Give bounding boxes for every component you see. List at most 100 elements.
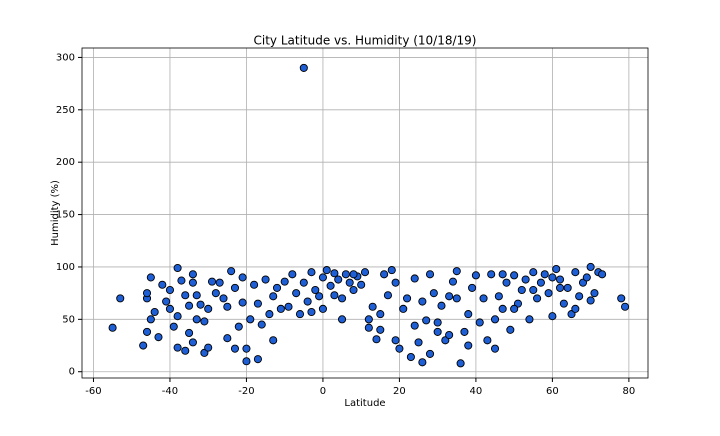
point — [338, 294, 347, 303]
point — [563, 283, 572, 292]
point — [330, 291, 339, 300]
point — [403, 294, 412, 303]
point — [433, 318, 442, 327]
point — [181, 346, 190, 355]
point — [525, 315, 534, 324]
point — [173, 312, 182, 321]
point — [318, 273, 327, 282]
point — [326, 281, 335, 290]
chart-title: City Latitude vs. Humidity (10/18/19) — [253, 34, 476, 48]
point — [223, 302, 232, 311]
point — [188, 278, 197, 287]
point — [521, 275, 530, 284]
point — [158, 280, 167, 289]
point — [230, 344, 240, 353]
point — [575, 292, 584, 301]
point — [586, 296, 595, 305]
point — [487, 270, 496, 279]
point — [192, 315, 201, 324]
point — [299, 278, 308, 287]
point — [253, 299, 262, 308]
point — [181, 291, 190, 300]
point — [391, 336, 400, 345]
point — [490, 344, 500, 353]
x-tick-label: 60 — [546, 386, 559, 397]
point — [238, 298, 247, 307]
point — [215, 278, 224, 287]
point — [475, 318, 484, 327]
point — [142, 327, 152, 336]
point — [303, 297, 312, 306]
point — [116, 294, 125, 303]
point — [383, 291, 392, 300]
point — [150, 307, 159, 317]
point — [494, 292, 503, 301]
point — [448, 277, 458, 286]
point — [414, 338, 423, 347]
point — [399, 304, 408, 313]
point — [529, 268, 538, 277]
point — [173, 343, 182, 352]
point — [464, 310, 473, 319]
y-tick-label: 150 — [56, 210, 75, 221]
x-tick-label: 20 — [393, 386, 406, 397]
plot-frame — [81, 47, 649, 379]
point — [345, 278, 354, 287]
point — [559, 299, 568, 308]
point — [185, 328, 194, 338]
point — [617, 294, 626, 303]
point — [204, 343, 213, 352]
point — [341, 270, 350, 279]
point — [238, 273, 247, 282]
point — [586, 262, 595, 272]
point — [502, 278, 511, 287]
point — [307, 268, 316, 277]
point — [445, 330, 454, 340]
point — [372, 335, 381, 344]
point — [165, 285, 175, 295]
point — [410, 274, 419, 283]
point — [269, 292, 278, 301]
point — [188, 270, 197, 279]
point — [207, 277, 217, 286]
point — [437, 301, 446, 310]
point — [250, 280, 259, 289]
point — [162, 297, 171, 306]
point — [299, 63, 308, 72]
point — [177, 276, 186, 285]
point — [533, 294, 542, 303]
point — [540, 270, 549, 279]
point — [330, 269, 339, 278]
point — [360, 268, 370, 277]
point — [544, 289, 553, 298]
point — [139, 341, 148, 350]
point — [387, 266, 396, 275]
point — [548, 312, 557, 321]
y-tick-label: 250 — [56, 105, 75, 116]
point — [315, 292, 324, 301]
point — [529, 285, 538, 295]
point — [368, 302, 377, 311]
point — [349, 285, 358, 295]
point — [506, 325, 515, 334]
point — [272, 283, 282, 292]
point — [410, 321, 419, 330]
point — [433, 327, 442, 336]
point — [471, 271, 480, 280]
point — [142, 289, 152, 298]
x-tick-label: -60 — [85, 386, 101, 397]
point — [276, 304, 285, 313]
point — [422, 316, 431, 325]
point — [621, 302, 630, 311]
point — [307, 307, 316, 317]
point — [571, 268, 580, 277]
point — [196, 300, 205, 309]
point — [311, 285, 320, 295]
point — [349, 270, 358, 279]
point — [425, 270, 435, 279]
point — [219, 294, 228, 303]
x-tick-label: 0 — [320, 386, 326, 397]
x-tick-label: 80 — [623, 386, 636, 397]
point — [548, 273, 557, 282]
